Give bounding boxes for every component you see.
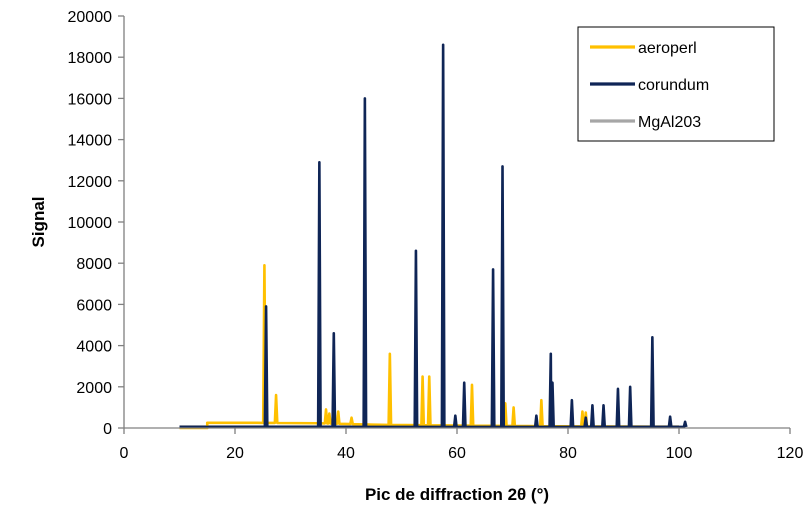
y-tick-label: 4000 bbox=[76, 339, 112, 356]
legend-label: aeroperl bbox=[638, 40, 697, 57]
x-tick-label: 60 bbox=[448, 445, 466, 462]
legend-label: corundum bbox=[638, 77, 709, 94]
y-tick-label: 14000 bbox=[68, 133, 113, 150]
y-ticks: 0 2000 4000 6000 8000 10000 12000 14000 16000 180… bbox=[68, 9, 124, 438]
y-tick-label: 6000 bbox=[76, 297, 112, 314]
y-tick-label: 20000 bbox=[68, 9, 113, 26]
x-tick-label: 80 bbox=[559, 445, 577, 462]
y-tick-label: 10000 bbox=[68, 215, 113, 232]
legend: aeroperl corundum MgAl203 bbox=[577, 26, 775, 142]
series-line-corundum bbox=[179, 43, 688, 429]
x-tick-label: 120 bbox=[777, 445, 804, 462]
x-tick-label: 20 bbox=[226, 445, 244, 462]
y-tick-label: 18000 bbox=[68, 50, 113, 67]
series-line-aeroperl bbox=[179, 263, 680, 430]
x-ticks: 0 20 40 60 80 100 120 bbox=[120, 428, 804, 462]
y-tick-label: 8000 bbox=[76, 256, 112, 273]
y-axis-title: Signal bbox=[29, 196, 48, 247]
legend-label: MgAl203 bbox=[638, 114, 701, 131]
y-tick-label: 12000 bbox=[68, 174, 113, 191]
x-tick-label: 0 bbox=[120, 445, 129, 462]
x-tick-label: 40 bbox=[337, 445, 355, 462]
x-tick-label: 100 bbox=[666, 445, 693, 462]
y-tick-label: 2000 bbox=[76, 380, 112, 397]
x-axis-title: Pic de diffraction 2θ (°) bbox=[365, 485, 549, 504]
y-tick-label: 16000 bbox=[68, 91, 113, 108]
y-tick-label: 0 bbox=[103, 421, 112, 438]
series-layer bbox=[179, 43, 688, 430]
